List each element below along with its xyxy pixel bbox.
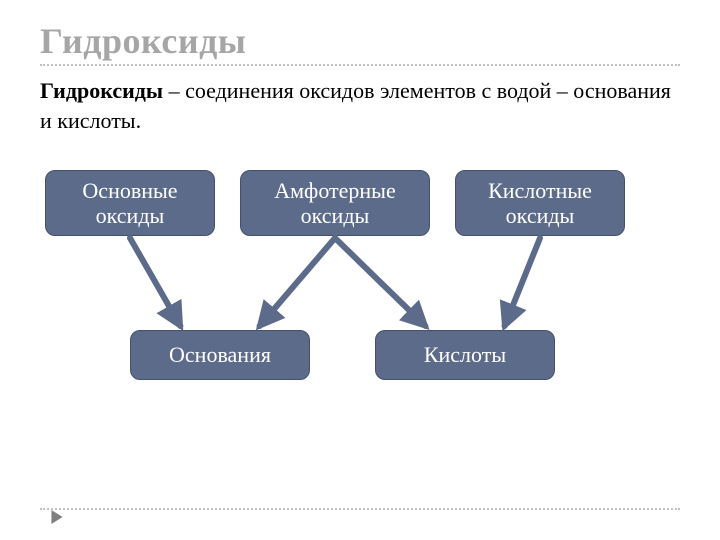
definition-term: Гидроксиды <box>40 78 163 103</box>
node-label: Кислоты <box>424 342 506 367</box>
node-acids: Кислоты <box>375 330 555 380</box>
title-underline <box>40 64 680 66</box>
node-label: Амфотерные оксиды <box>274 178 395 229</box>
node-label: Кислотные оксиды <box>488 178 592 229</box>
node-acidic-oxides: Кислотные оксиды <box>455 170 625 236</box>
play-icon <box>50 510 64 524</box>
footer-dotted-line <box>40 508 680 510</box>
definition-text: Гидроксиды – соединения оксидов элементо… <box>40 76 680 135</box>
node-label: Основания <box>169 342 271 367</box>
node-basic-oxides: Основные оксиды <box>45 170 215 236</box>
node-amphoteric-oxides: Амфотерные оксиды <box>240 170 430 236</box>
node-label: Основные оксиды <box>82 178 177 229</box>
node-bases: Основания <box>130 330 310 380</box>
slide-title: Гидроксиды <box>40 20 680 62</box>
